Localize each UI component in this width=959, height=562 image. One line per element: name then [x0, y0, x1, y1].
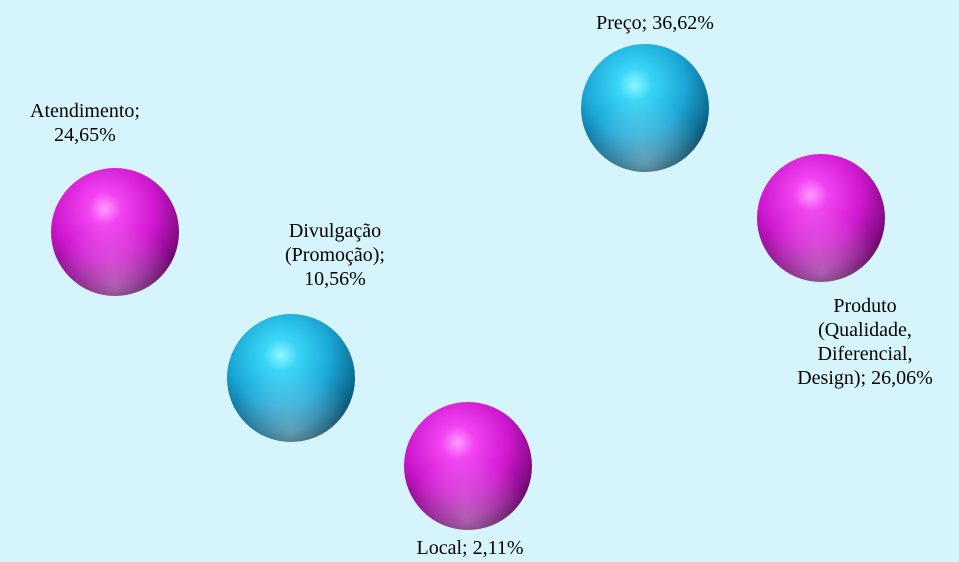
pie-slice-reflection [51, 168, 179, 296]
pie-slice-reflection [404, 402, 532, 530]
pie-slice-divulgacao [227, 314, 355, 442]
pie-slice-reflection [581, 44, 709, 172]
pie-slice-reflection [757, 154, 885, 282]
pie-slice-produto [757, 154, 885, 282]
pie-slice-local [404, 402, 532, 530]
slice-label-local: Local; 2,11% [416, 537, 524, 559]
pie-slice-reflection [227, 314, 355, 442]
slice-label-divulgacao: Divulgação (Promoção); 10,56% [285, 220, 385, 290]
pie-slice-preco [581, 44, 709, 172]
slice-label-preco: Preço; 36,62% [596, 12, 714, 34]
slice-label-produto: Produto (Qualidade, Diferencial, Design)… [797, 295, 933, 389]
pie-slice-atendimento [51, 168, 179, 296]
slice-label-atendimento: Atendimento; 24,65% [30, 100, 140, 146]
